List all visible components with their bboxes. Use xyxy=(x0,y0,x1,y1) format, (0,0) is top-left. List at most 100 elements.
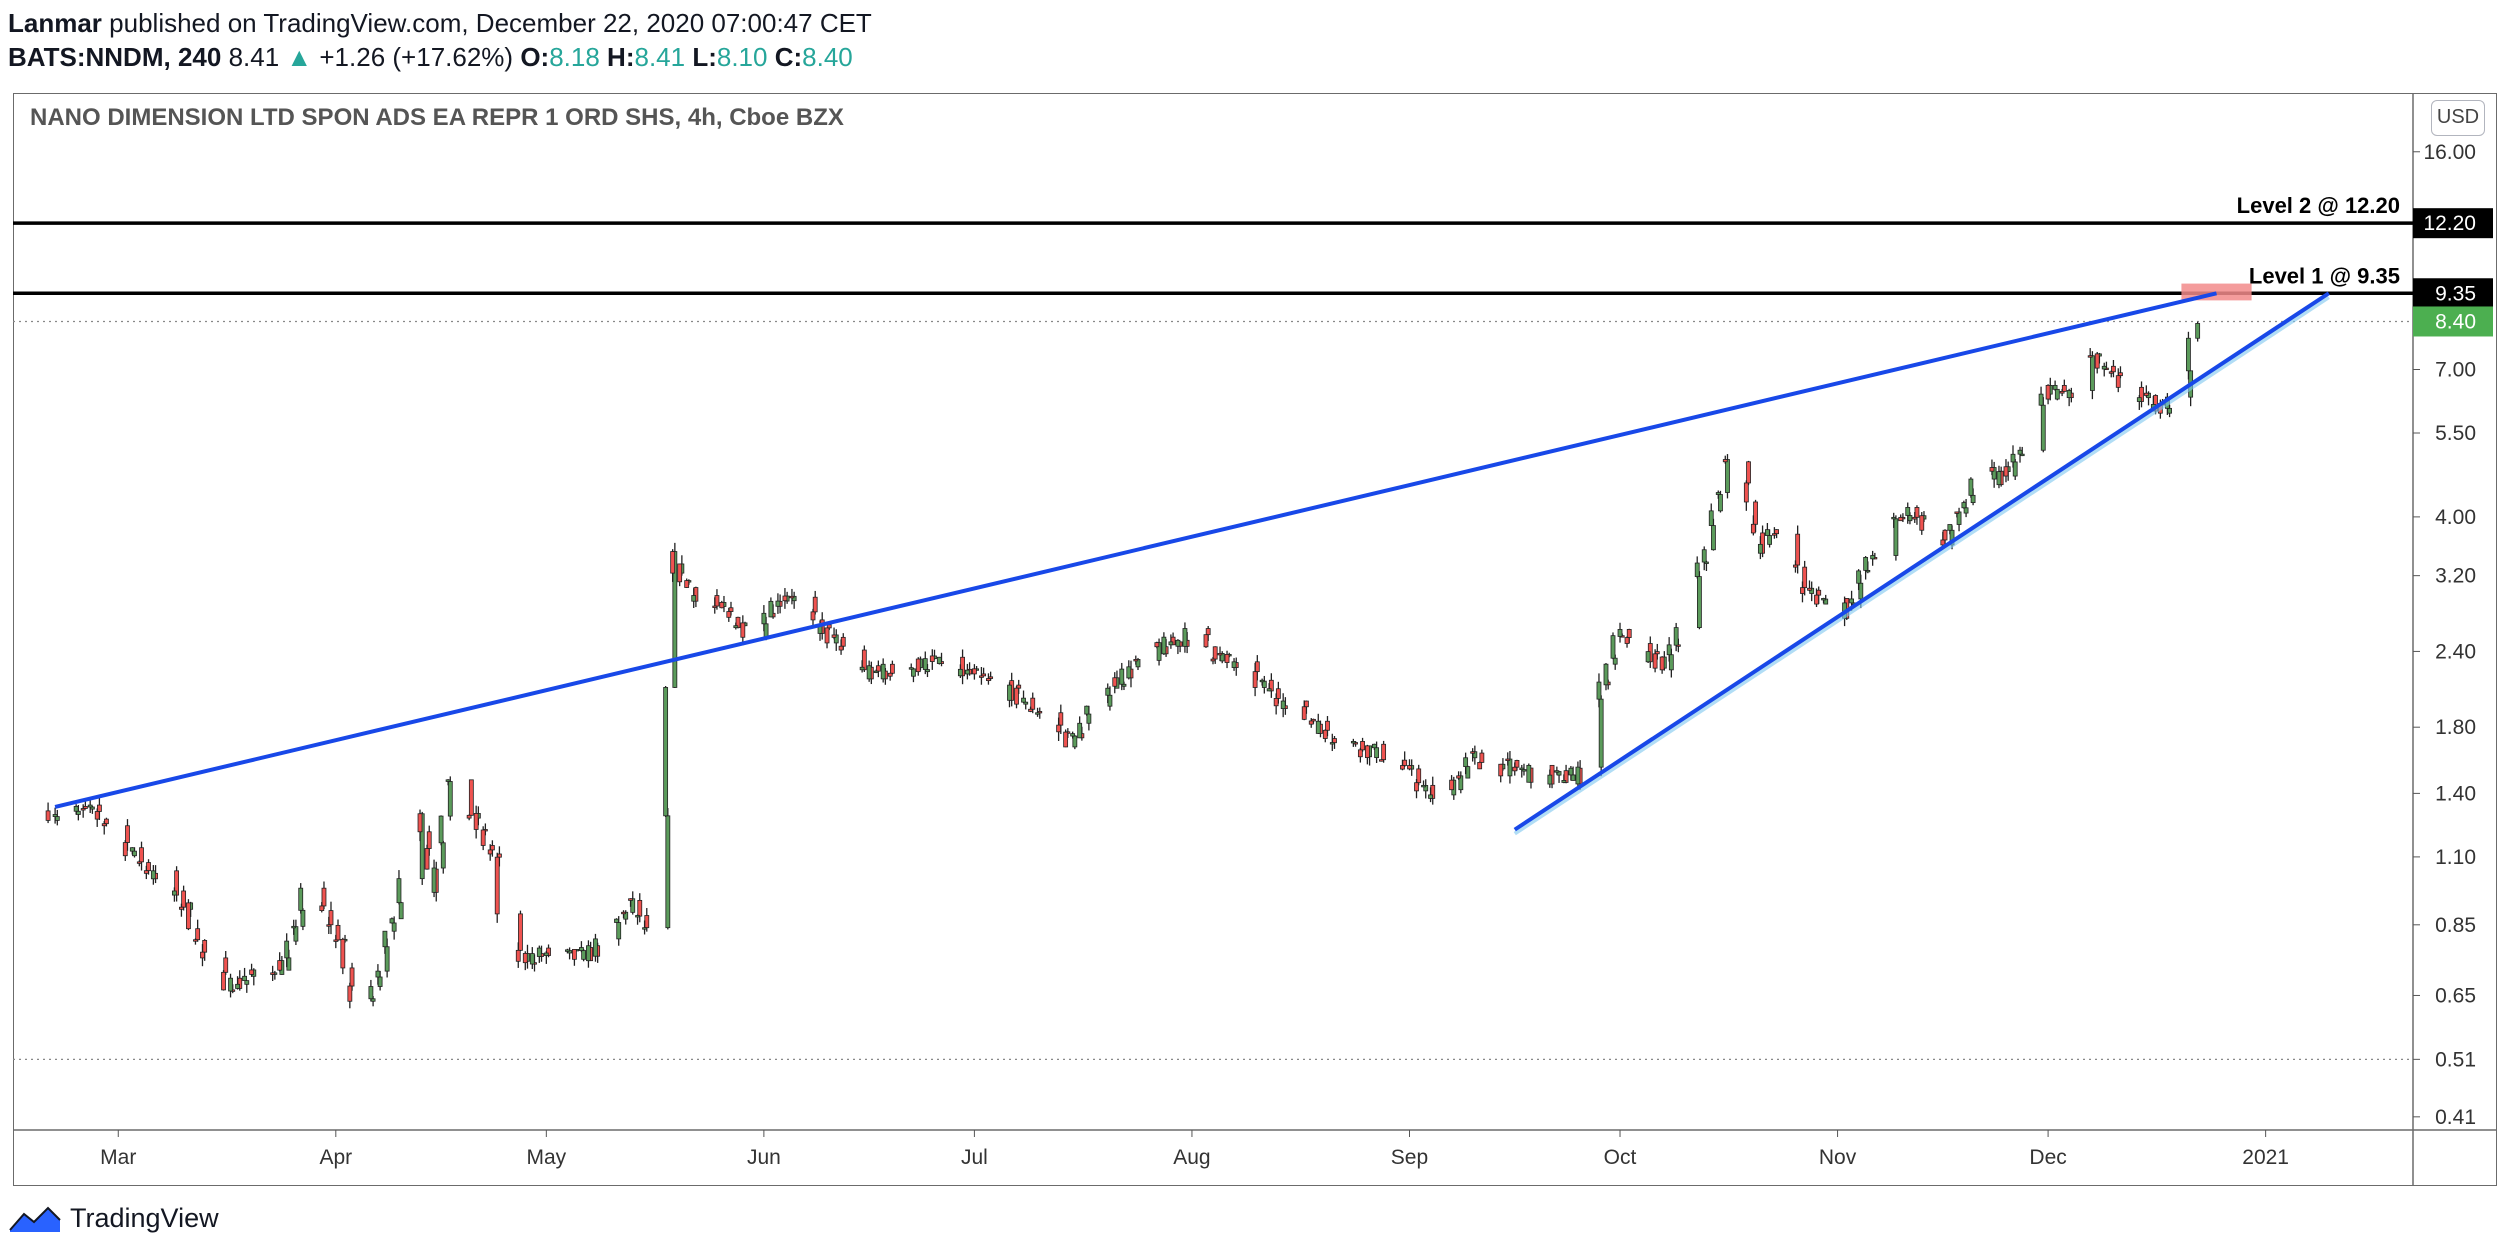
candle-down xyxy=(1154,642,1160,648)
close-value: 8.40 xyxy=(802,42,853,72)
candle-up xyxy=(391,922,397,932)
high-label: H: xyxy=(607,42,635,72)
candle-up xyxy=(1891,516,1897,520)
candle-up xyxy=(398,902,404,920)
candle-down xyxy=(202,940,208,953)
candle-up xyxy=(389,918,395,924)
candle-up xyxy=(691,595,697,602)
candle-down xyxy=(2087,355,2093,358)
candle-down xyxy=(684,580,690,588)
candle-down xyxy=(1802,566,1808,589)
candle-up xyxy=(1547,774,1553,785)
candle-down xyxy=(1381,743,1387,761)
candle-up xyxy=(1465,766,1471,779)
candle-down xyxy=(1275,688,1281,699)
candle-down xyxy=(489,845,495,851)
tradingview-logo-icon[interactable] xyxy=(8,1204,62,1234)
x-tick-label: Mar xyxy=(100,1146,136,1169)
candle-up xyxy=(1764,529,1770,536)
y-tick-label: 1.10 xyxy=(2435,846,2476,869)
candle-up xyxy=(665,815,671,929)
candle-up xyxy=(564,949,570,952)
footer: TradingView xyxy=(8,1203,219,1234)
candlestick-series xyxy=(45,321,2201,1009)
candle-down xyxy=(728,607,734,612)
candle-up xyxy=(763,623,769,638)
candle-down xyxy=(712,605,718,608)
brand-name[interactable]: TradingView xyxy=(70,1203,219,1233)
candle-down xyxy=(480,829,486,846)
candle-up xyxy=(1858,582,1864,600)
candle-up xyxy=(1596,681,1602,700)
candle-down xyxy=(2061,384,2067,392)
candle-down xyxy=(80,808,86,811)
candle-down xyxy=(1659,656,1665,671)
candle-down xyxy=(1407,765,1412,770)
candle-down xyxy=(1477,762,1483,770)
candle-up xyxy=(368,986,374,1000)
candle-up xyxy=(1266,688,1272,692)
last-price-tag-label: 8.40 xyxy=(2435,310,2476,333)
candle-up xyxy=(150,870,156,880)
candle-down xyxy=(143,870,149,874)
candle-down xyxy=(1919,515,1925,531)
candle-down xyxy=(670,551,676,574)
low-label: L: xyxy=(692,42,717,72)
candle-up xyxy=(1086,713,1092,724)
candle-down xyxy=(1056,724,1062,733)
candle-up xyxy=(957,668,963,677)
candle-down xyxy=(1217,652,1223,656)
candle-down xyxy=(1753,501,1758,525)
candle-down xyxy=(1942,529,1948,541)
low-value: 8.10 xyxy=(716,42,768,72)
candle-up xyxy=(911,668,916,677)
candle-up xyxy=(132,850,137,857)
candle-up xyxy=(1701,549,1707,563)
candle-up xyxy=(87,804,93,808)
candle-up xyxy=(2052,384,2058,390)
candle-down xyxy=(328,910,334,926)
candle-up xyxy=(1961,502,1967,509)
high-value: 8.41 xyxy=(634,42,686,72)
candle-down xyxy=(2118,372,2123,377)
candle-down xyxy=(335,924,341,941)
candle-up xyxy=(1021,697,1026,703)
candle-down xyxy=(1505,758,1511,761)
candle-down xyxy=(1304,700,1309,708)
candle-down xyxy=(2143,392,2149,396)
candle-down xyxy=(1814,594,1819,605)
candle-down xyxy=(1301,706,1307,720)
candle-down xyxy=(1133,659,1139,662)
candle-up xyxy=(1963,507,1969,514)
candle-down xyxy=(333,939,339,942)
candle-up xyxy=(382,930,388,948)
candle-down xyxy=(1746,461,1751,484)
candle-up xyxy=(1126,666,1132,679)
candle-up xyxy=(1617,629,1623,637)
candle-up xyxy=(1849,598,1854,604)
level-2-price-tag-label: 12.20 xyxy=(2423,212,2476,235)
resistance-trendline xyxy=(54,291,2217,809)
level-1-price-tag xyxy=(2413,278,2493,309)
candle-up xyxy=(1568,767,1574,776)
y-tick-label: 7.00 xyxy=(2435,358,2476,381)
candle-up xyxy=(1280,700,1286,710)
candle-up xyxy=(768,600,774,618)
candle-up xyxy=(1507,758,1513,777)
candle-up xyxy=(2040,404,2046,451)
candle-down xyxy=(572,949,577,960)
candle-down xyxy=(179,906,184,910)
candle-down xyxy=(986,678,991,682)
candle-down xyxy=(1626,629,1632,638)
candle-up xyxy=(384,946,390,972)
author-name[interactable]: Lanmar xyxy=(8,8,102,38)
currency-button[interactable]: USD xyxy=(2431,100,2485,136)
candle-down xyxy=(1210,658,1216,662)
y-tick-label: 4.00 xyxy=(2435,506,2476,529)
candle-up xyxy=(859,666,865,671)
candle-up xyxy=(1645,651,1651,663)
candle-up xyxy=(284,940,290,959)
open-value: 8.18 xyxy=(549,42,600,72)
candle-down xyxy=(139,847,144,863)
